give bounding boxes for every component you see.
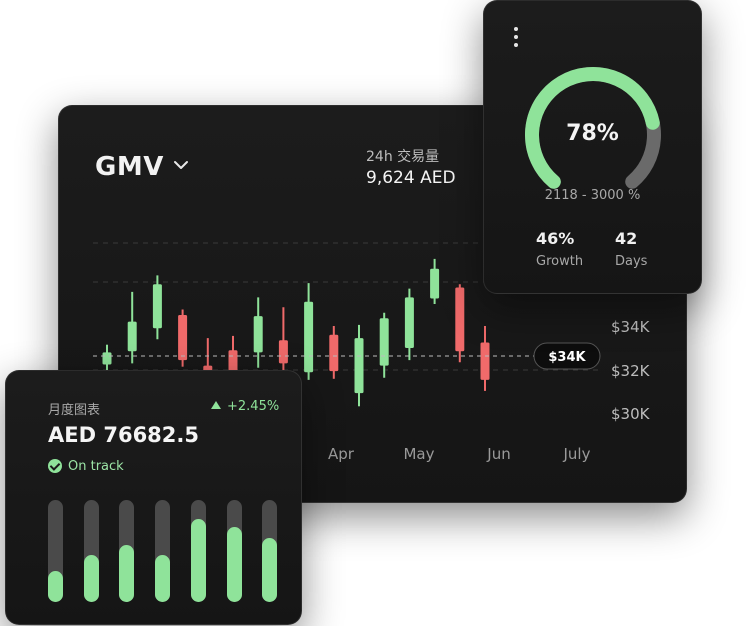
monthly-title: 月度图表 — [48, 399, 100, 418]
candle — [279, 307, 288, 377]
monthly-bar-fill — [227, 527, 242, 602]
track-status-label: On track — [68, 459, 124, 474]
price-axis-label: $30K — [611, 405, 651, 423]
monthly-bar-fill — [84, 555, 99, 602]
up-arrow-icon — [211, 401, 221, 409]
candle — [481, 326, 490, 391]
monthly-bar — [191, 500, 206, 602]
days-label: Days — [615, 254, 647, 269]
monthly-card: 月度图表 +2.45% AED 76682.5 On track — [5, 370, 302, 625]
monthly-bar — [119, 500, 134, 602]
check-circle-icon — [48, 459, 62, 473]
days-stat: 42 Days — [615, 229, 647, 269]
gmv-title[interactable]: GMV — [95, 152, 164, 182]
month-axis-label: Jun — [486, 445, 510, 463]
candle — [455, 284, 464, 362]
volume-label: 24h 交易量 — [366, 146, 439, 166]
candle — [430, 259, 439, 304]
current-price-tag: $34K — [534, 343, 600, 369]
month-axis-label: May — [403, 445, 434, 463]
candle — [178, 310, 187, 367]
volume-value: 9,624 AED — [366, 168, 456, 188]
growth-label: Growth — [536, 254, 583, 269]
gauge-percent: 78% — [484, 121, 701, 146]
candle — [304, 283, 313, 380]
candle — [380, 313, 389, 378]
candle — [405, 289, 414, 361]
candle — [103, 345, 112, 373]
candle — [329, 326, 338, 379]
price-axis-label: $32K — [611, 362, 651, 380]
days-value: 42 — [615, 229, 647, 248]
progress-gauge — [484, 1, 701, 293]
price-axis-label: $34K — [611, 318, 651, 336]
monthly-bar-fill — [119, 545, 134, 602]
candle — [128, 292, 137, 364]
chevron-down-icon[interactable] — [173, 158, 189, 172]
monthly-change-value: +2.45% — [227, 399, 279, 414]
monthly-bar-fill — [155, 555, 170, 602]
candle — [153, 275, 162, 339]
track-status: On track — [48, 459, 124, 474]
monthly-bar-fill — [262, 538, 277, 602]
monthly-change: +2.45% — [211, 399, 279, 414]
monthly-bar — [48, 500, 63, 602]
current-price-text: $34K — [548, 350, 586, 365]
monthly-bar — [227, 500, 242, 602]
growth-value: 46% — [536, 229, 583, 248]
gauge-card: 78% 2118 - 3000 % 46% Growth 42 Days — [483, 0, 702, 294]
month-axis-label: Apr — [328, 445, 355, 463]
monthly-bar — [84, 500, 99, 602]
month-axis-label: July — [563, 445, 591, 463]
monthly-bar — [262, 500, 277, 602]
monthly-bar-fill — [48, 571, 63, 602]
gauge-range: 2118 - 3000 % — [484, 188, 701, 203]
candle — [254, 297, 263, 367]
monthly-bar-fill — [191, 519, 206, 602]
growth-stat: 46% Growth — [536, 229, 583, 269]
monthly-amount: AED 76682.5 — [48, 423, 199, 447]
monthly-bar — [155, 500, 170, 602]
candle — [355, 325, 364, 406]
